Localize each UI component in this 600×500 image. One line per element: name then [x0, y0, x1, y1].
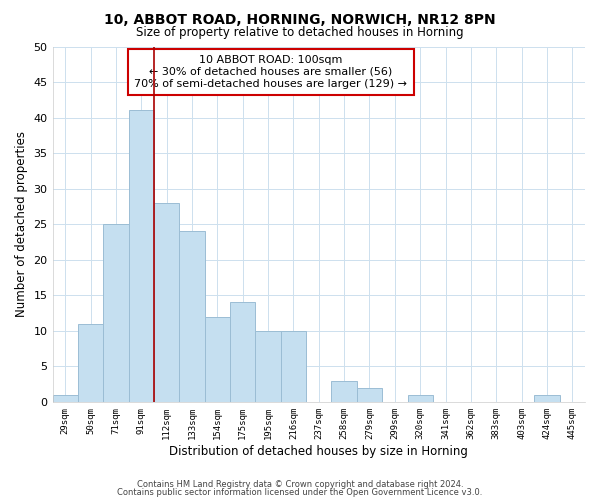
- Bar: [407, 394, 433, 402]
- Bar: [205, 316, 230, 402]
- Text: 10, ABBOT ROAD, HORNING, NORWICH, NR12 8PN: 10, ABBOT ROAD, HORNING, NORWICH, NR12 8…: [104, 12, 496, 26]
- Y-axis label: Number of detached properties: Number of detached properties: [15, 131, 28, 317]
- Bar: [53, 394, 78, 402]
- Text: Contains public sector information licensed under the Open Government Licence v3: Contains public sector information licen…: [118, 488, 482, 497]
- Bar: [281, 331, 306, 402]
- X-axis label: Distribution of detached houses by size in Horning: Distribution of detached houses by size …: [169, 444, 468, 458]
- Bar: [331, 380, 357, 402]
- Bar: [179, 232, 205, 402]
- Text: Size of property relative to detached houses in Horning: Size of property relative to detached ho…: [136, 26, 464, 39]
- Bar: [534, 394, 560, 402]
- Bar: [154, 203, 179, 402]
- Bar: [78, 324, 103, 402]
- Bar: [128, 110, 154, 402]
- Bar: [256, 331, 281, 402]
- Bar: [103, 224, 128, 402]
- Bar: [357, 388, 382, 402]
- Bar: [230, 302, 256, 402]
- Text: Contains HM Land Registry data © Crown copyright and database right 2024.: Contains HM Land Registry data © Crown c…: [137, 480, 463, 489]
- Text: 10 ABBOT ROAD: 100sqm
← 30% of detached houses are smaller (56)
70% of semi-deta: 10 ABBOT ROAD: 100sqm ← 30% of detached …: [134, 56, 407, 88]
